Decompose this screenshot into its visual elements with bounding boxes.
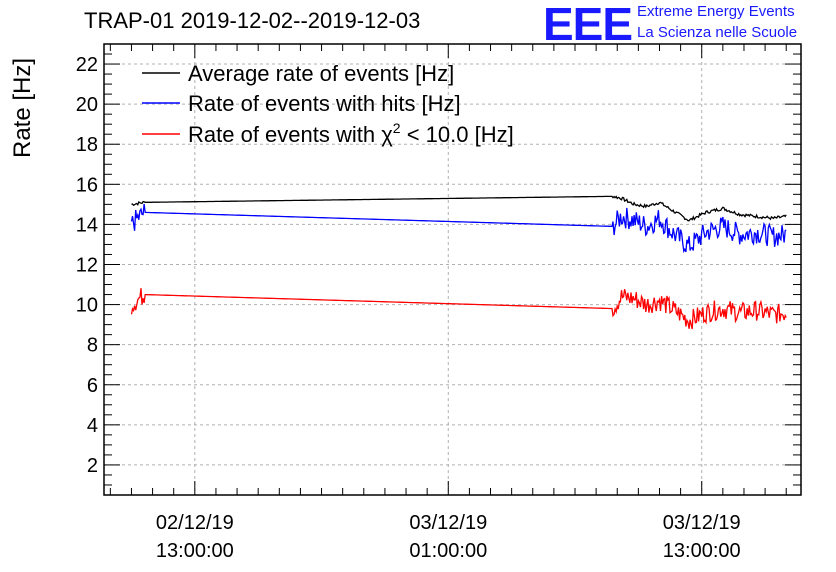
legend: Average rate of events [Hz] Rate of even… (142, 61, 514, 147)
series-line-1 (131, 195, 787, 222)
ticks (104, 44, 801, 495)
y-tick-label: 2 (87, 455, 98, 477)
legend-label-chi2: Rate of events with χ2 < 10.0 [Hz] (188, 120, 514, 147)
grid (104, 44, 801, 495)
chart-title: TRAP-01 2019-12-02--2019-12-03 (84, 8, 421, 33)
y-tick-label: 10 (76, 295, 98, 317)
series-line-2 (130, 203, 787, 254)
x-tick-date: 03/12/19 (663, 512, 741, 534)
x-tick-time: 01:00:00 (409, 540, 487, 562)
logo-text-line1: Extreme Energy Events (637, 3, 795, 20)
y-tick-label: 20 (76, 94, 98, 116)
x-tick-time: 13:00:00 (663, 540, 741, 562)
y-axis-label: Rate [Hz] (9, 58, 36, 158)
y-tick-label: 6 (87, 375, 98, 397)
y-tick-label: 8 (87, 335, 98, 357)
y-tick-label: 16 (76, 174, 98, 196)
logo-text-line2: La Scienza nelle Scuole (637, 24, 798, 41)
x-tick-date: 03/12/19 (409, 512, 487, 534)
x-tick-date: 02/12/19 (156, 512, 234, 534)
y-tick-label: 22 (76, 54, 98, 76)
y-tick-label: 4 (87, 415, 98, 437)
series-layer (130, 195, 787, 330)
eee-logo: EEE (543, 0, 633, 50)
legend-chi2-power: 2 (393, 120, 401, 136)
legend-chi2-suffix: < 10.0 [Hz] (401, 122, 514, 147)
x-tick-time: 13:00:00 (156, 540, 234, 562)
legend-chi2-symbol: χ (381, 122, 393, 147)
y-tick-label: 14 (76, 214, 98, 236)
legend-label-hits: Rate of events with hits [Hz] (188, 91, 461, 116)
legend-label-average: Average rate of events [Hz] (188, 61, 454, 86)
tick-labels: 2 4 6 8 10 12 14 16 18 20 22 02/12/19 13:00:00 03/12/… (76, 54, 741, 562)
legend-chi2-prefix: Rate of events with (188, 122, 381, 147)
y-tick-label: 18 (76, 134, 98, 156)
series-line-3 (130, 288, 787, 330)
plot-frame (103, 43, 802, 496)
y-tick-label: 12 (76, 254, 98, 276)
